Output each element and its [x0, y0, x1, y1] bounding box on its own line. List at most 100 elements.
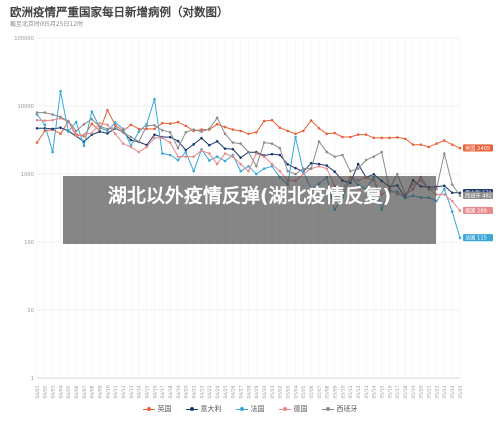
overlay-caption: 湖北以外疫情反弹(湖北疫情反复) [107, 185, 392, 207]
data-point [239, 162, 242, 166]
data-point [223, 152, 227, 155]
legend-item[interactable]: 法国 [235, 404, 265, 414]
legend-swatch [142, 406, 155, 413]
data-point [231, 147, 235, 151]
data-point [184, 131, 188, 134]
data-point [153, 136, 156, 140]
data-point [208, 143, 211, 147]
data-point [121, 127, 125, 131]
legend-label: 英国 [157, 405, 172, 413]
x-tick-label: 04/06 [74, 385, 80, 398]
data-point [317, 126, 321, 130]
data-point [161, 128, 164, 132]
legend-swatch [321, 406, 334, 413]
data-point [349, 135, 352, 139]
x-tick-label: 05/05 [301, 385, 307, 398]
data-point [302, 129, 305, 133]
data-point [458, 236, 462, 240]
data-point [270, 142, 274, 145]
data-point [262, 155, 266, 158]
x-tick-label: 04/02 [43, 385, 49, 398]
data-point [372, 172, 376, 176]
data-point [270, 164, 274, 168]
data-point [35, 126, 39, 130]
data-point [403, 137, 407, 141]
data-point [192, 169, 195, 173]
x-tick-label: 04/19 [176, 385, 182, 398]
data-point [114, 126, 117, 129]
data-point [168, 122, 172, 125]
data-point [294, 132, 297, 136]
end-label-text: 法国 115 [465, 234, 487, 242]
y-tick-label: 100 [24, 240, 34, 246]
data-point [43, 111, 47, 114]
data-point [208, 127, 211, 131]
data-point [98, 121, 101, 125]
data-point [176, 146, 180, 150]
legend-item[interactable]: 英国 [142, 404, 172, 414]
x-tick-label: 05/24 [450, 385, 456, 398]
x-tick-label: 05/10 [340, 385, 346, 398]
data-point [67, 119, 70, 123]
data-point [208, 152, 211, 155]
data-point [176, 155, 180, 158]
data-point [286, 162, 289, 166]
x-tick-label: 04/24 [215, 385, 221, 398]
data-point [255, 172, 258, 176]
data-point [255, 152, 258, 155]
data-point [129, 145, 133, 149]
data-point [325, 164, 329, 167]
end-label-3: 德国 289 [463, 206, 493, 214]
legend-item[interactable]: 西班牙 [321, 404, 358, 414]
x-tick-label: 05/04 [293, 385, 299, 398]
data-point [223, 147, 227, 150]
legend-item[interactable]: 德国 [278, 404, 308, 414]
data-point [356, 162, 360, 166]
data-point [161, 152, 164, 155]
data-point [294, 166, 297, 170]
end-label-text: 英国 2405 [465, 144, 490, 152]
legend-item[interactable]: 意大利 [185, 404, 222, 414]
x-tick-label: 04/04 [58, 385, 64, 398]
x-tick-label: 04/27 [238, 385, 244, 398]
data-point [168, 141, 172, 144]
x-tick-label: 05/12 [356, 385, 362, 398]
data-point [309, 119, 313, 122]
data-point [137, 140, 141, 143]
data-point [114, 132, 117, 136]
x-tick-label: 05/20 [419, 385, 425, 398]
data-point [176, 158, 180, 162]
data-point [294, 172, 297, 176]
data-point [106, 123, 109, 127]
data-point [43, 123, 47, 127]
data-point [380, 150, 383, 154]
x-tick-label: 04/12 [121, 385, 127, 398]
data-point [98, 130, 101, 133]
data-point [396, 136, 399, 139]
x-tick-label: 04/30 [262, 385, 268, 398]
data-point [278, 153, 282, 157]
y-tick-label: 1 [31, 376, 34, 382]
data-point [270, 162, 274, 166]
data-point [294, 135, 297, 139]
data-point [286, 129, 289, 133]
data-point [192, 155, 195, 158]
data-point [106, 132, 109, 135]
data-point [443, 184, 446, 188]
data-point [74, 134, 78, 138]
data-point [356, 133, 360, 136]
end-label-text: 西班牙 482 [465, 191, 492, 199]
data-point [168, 153, 172, 157]
x-tick-label: 04/11 [113, 385, 119, 398]
data-point [184, 148, 188, 152]
data-point [388, 136, 391, 140]
data-point [35, 111, 39, 114]
data-point [239, 169, 242, 173]
data-point [168, 131, 172, 134]
data-point [67, 130, 70, 133]
x-tick-label: 05/07 [317, 385, 323, 398]
data-point [450, 143, 454, 146]
x-tick-label: 05/19 [411, 385, 417, 398]
data-point [51, 113, 54, 116]
x-tick-label: 05/11 [348, 385, 354, 398]
